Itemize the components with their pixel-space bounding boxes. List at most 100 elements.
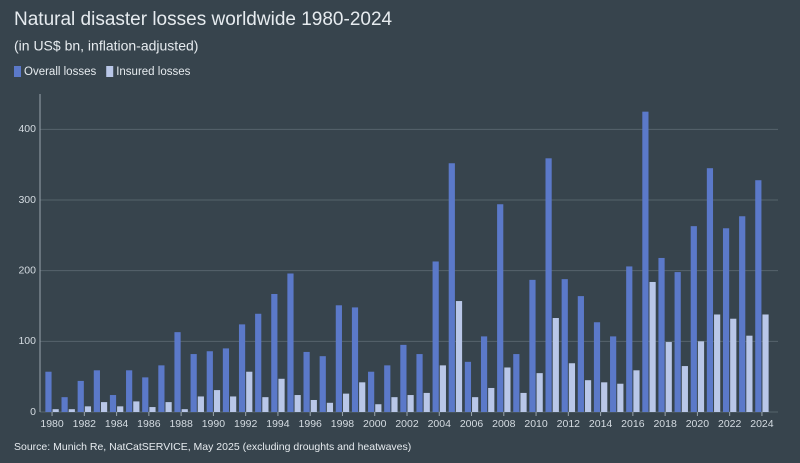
bar xyxy=(706,168,714,412)
bar xyxy=(197,396,204,412)
bar xyxy=(649,281,656,412)
bar xyxy=(342,393,350,412)
bar xyxy=(610,336,617,412)
bar xyxy=(255,313,262,412)
bar xyxy=(642,111,649,413)
bar xyxy=(230,396,237,412)
y-tick-label: 400 xyxy=(18,123,36,135)
bar xyxy=(762,314,769,412)
bar xyxy=(601,382,608,412)
bar xyxy=(68,409,75,412)
bar xyxy=(593,322,601,412)
bar xyxy=(319,356,326,412)
bar xyxy=(238,324,246,412)
legend-swatch xyxy=(14,66,21,77)
bar xyxy=(84,406,92,412)
bar xyxy=(464,361,472,412)
bar xyxy=(335,305,342,412)
bar xyxy=(359,382,366,412)
bar xyxy=(423,392,430,412)
x-tick-label: 2016 xyxy=(621,418,645,430)
bar xyxy=(568,363,576,412)
bar xyxy=(633,370,640,412)
bar xyxy=(287,273,294,412)
bar xyxy=(271,293,278,412)
bar xyxy=(149,407,156,412)
bar xyxy=(100,402,108,412)
bar xyxy=(416,354,423,412)
bar xyxy=(310,399,317,412)
bar xyxy=(400,344,407,412)
x-tick-label: 1996 xyxy=(299,418,323,430)
x-tick-label: 2008 xyxy=(492,418,516,430)
bar xyxy=(432,261,439,412)
bar xyxy=(262,397,269,412)
x-tick-label: 1988 xyxy=(169,418,193,430)
bar xyxy=(455,301,463,412)
bar xyxy=(545,158,552,412)
bar xyxy=(165,402,172,412)
y-tick-label: 200 xyxy=(18,264,36,276)
bar xyxy=(722,228,730,412)
bar xyxy=(222,348,230,412)
bar xyxy=(126,370,133,412)
y-tick-label: 100 xyxy=(18,335,36,347)
bar xyxy=(142,377,149,412)
bar xyxy=(158,365,165,412)
x-tick-label: 1992 xyxy=(234,418,258,430)
bar xyxy=(448,163,455,412)
bar xyxy=(626,266,633,412)
chart-title: Natural disaster losses worldwide 1980-2… xyxy=(14,9,393,30)
bar xyxy=(52,409,59,412)
x-tick-label: 2020 xyxy=(686,418,710,430)
x-tick-label: 1980 xyxy=(40,418,64,430)
bar xyxy=(384,365,391,412)
bar xyxy=(681,366,688,412)
legend-swatch xyxy=(106,66,114,77)
bar xyxy=(109,395,117,412)
bar xyxy=(174,332,181,412)
x-tick-label: 1994 xyxy=(266,418,290,430)
bar xyxy=(746,335,753,412)
bar xyxy=(117,406,124,412)
bar xyxy=(303,351,310,412)
y-tick-label: 0 xyxy=(30,406,36,418)
bar xyxy=(77,380,84,412)
source-note: Source: Munich Re, NatCatSERVICE, May 20… xyxy=(14,441,411,453)
bar xyxy=(617,383,624,412)
bar xyxy=(190,354,197,412)
legend-label: Insured losses xyxy=(116,66,190,78)
bar xyxy=(504,367,511,412)
x-tick-label: 2018 xyxy=(653,418,677,430)
legend-label: Overall losses xyxy=(24,66,96,78)
bar xyxy=(739,216,746,412)
bar xyxy=(375,404,382,412)
bar xyxy=(529,279,536,412)
x-tick-label: 2004 xyxy=(428,418,452,430)
bar xyxy=(561,279,568,412)
bar xyxy=(674,272,681,412)
bar xyxy=(536,373,543,412)
bar xyxy=(480,336,488,412)
bar xyxy=(439,365,446,412)
bar xyxy=(690,226,697,412)
bar xyxy=(368,371,375,412)
x-tick-label: 2012 xyxy=(557,418,581,430)
bar xyxy=(213,390,221,412)
bar xyxy=(552,318,559,412)
x-tick-label: 1990 xyxy=(202,418,226,430)
bar xyxy=(730,318,737,412)
bar xyxy=(294,395,301,412)
bar xyxy=(206,351,213,412)
bar xyxy=(61,397,68,412)
bar xyxy=(133,401,140,412)
bar xyxy=(584,380,592,412)
bar xyxy=(181,409,188,412)
bar xyxy=(714,314,721,412)
bar xyxy=(45,371,52,412)
x-tick-label: 2022 xyxy=(718,418,742,430)
bar xyxy=(278,378,285,412)
bar xyxy=(407,395,414,412)
x-tick-label: 2014 xyxy=(589,418,613,430)
